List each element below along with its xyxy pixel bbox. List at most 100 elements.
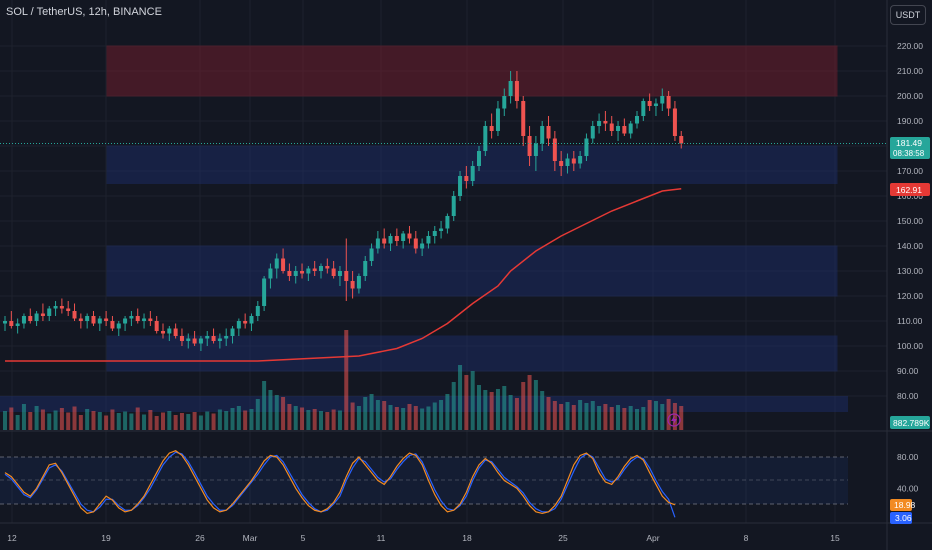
price-axis-label: 210.00 [897, 66, 923, 76]
candle-body [59, 306, 64, 309]
volume-bar [679, 406, 684, 430]
volume-bar [470, 371, 475, 430]
volume-bar [198, 415, 203, 430]
candle-body [293, 271, 298, 276]
candle-body [565, 158, 570, 166]
candle-body [337, 271, 342, 276]
candle-body [9, 321, 14, 326]
volume-bar [167, 411, 172, 430]
stoch-k-value: 18.98 [894, 500, 916, 510]
candle-body [161, 331, 165, 334]
volume-bar [375, 400, 380, 430]
candle-body [394, 236, 399, 241]
lightning-icon[interactable] [667, 413, 681, 427]
candle-body [287, 271, 292, 276]
candle-body [110, 321, 115, 329]
stochastic-pane [0, 450, 848, 518]
candle-body [590, 126, 595, 139]
ma-value: 162.91 [896, 185, 922, 195]
volume-bar [135, 407, 140, 430]
candle-body [382, 238, 387, 244]
candle-body [628, 123, 633, 134]
volume-bar [28, 412, 33, 430]
volume-bar [464, 375, 469, 430]
candle-body [281, 258, 286, 271]
volume-bar [407, 404, 412, 430]
volume-bar [672, 403, 677, 430]
candle-body [243, 321, 248, 324]
volume-bar [110, 409, 115, 430]
candle-body [375, 238, 380, 249]
candle-body [647, 101, 652, 106]
volume-bar [552, 401, 557, 430]
candle-body [369, 248, 374, 261]
volume-bar [300, 407, 305, 430]
volume-bar [609, 407, 614, 430]
candle-body [356, 276, 361, 289]
volume-bar [325, 412, 330, 430]
volume-bar [635, 409, 639, 430]
candle-body [616, 126, 621, 131]
candle-body [584, 138, 589, 156]
candle-body [426, 236, 431, 244]
candle-body [186, 338, 191, 341]
volume-value: 882.789K [893, 418, 930, 428]
candle-body [306, 268, 311, 274]
time-axis-label: 12 [7, 533, 17, 543]
stoch-axis[interactable]: 80.00 40.00 [897, 452, 919, 493]
candle-body [274, 258, 279, 269]
candle-body [439, 228, 444, 231]
candle-body [104, 318, 109, 321]
candle-body [123, 318, 128, 324]
candle-body [53, 306, 58, 309]
price-axis-label: 90.00 [897, 366, 919, 376]
candle-body [477, 151, 481, 166]
volume-bar [287, 404, 292, 430]
price-axis-label: 170.00 [897, 166, 923, 176]
price-zone [106, 335, 838, 372]
grid-lines [0, 0, 887, 523]
candle-body [420, 243, 425, 249]
candle-body [129, 316, 134, 319]
time-axis[interactable]: 12 19 26 Mar 5 11 18 25 Apr 8 15 [7, 533, 840, 543]
candle-body [388, 236, 393, 244]
volume-bars [3, 330, 684, 430]
volume-bar [559, 404, 564, 430]
currency-button[interactable]: USDT [890, 5, 926, 25]
candle-body [217, 338, 222, 341]
volume-bar [129, 413, 134, 430]
time-axis-label: 19 [101, 533, 111, 543]
candle-body [15, 323, 20, 326]
candle-body [262, 278, 267, 306]
candle-body [331, 268, 336, 276]
time-axis-label: 26 [195, 533, 205, 543]
volume-bar [597, 406, 602, 430]
candle-body [236, 321, 241, 329]
volume-bar [262, 381, 267, 430]
volume-bar [53, 410, 58, 430]
candle-body [224, 336, 229, 339]
volume-bar [148, 410, 153, 430]
candle-body [34, 313, 39, 321]
candle-body [179, 336, 184, 341]
candle-body [66, 308, 71, 311]
stoch-k-line [4, 450, 676, 515]
candle-body [508, 81, 513, 96]
candle-body [21, 316, 26, 324]
candle-body [97, 318, 102, 324]
volume-bar [281, 397, 286, 430]
volume-bar [72, 406, 77, 430]
price-axis[interactable]: 220.00210.00200.00190.00180.00170.00160.… [897, 41, 923, 401]
price-zone [106, 245, 838, 297]
volume-bar [584, 403, 589, 430]
price-axis-label: 130.00 [897, 266, 923, 276]
volume-bar [9, 407, 14, 430]
candle-body [255, 306, 260, 316]
volume-bar [224, 411, 229, 430]
volume-bar [489, 392, 494, 430]
candle-body [344, 271, 349, 281]
volume-bar [527, 375, 532, 430]
candle-body [521, 101, 526, 136]
candle-body [679, 136, 684, 144]
